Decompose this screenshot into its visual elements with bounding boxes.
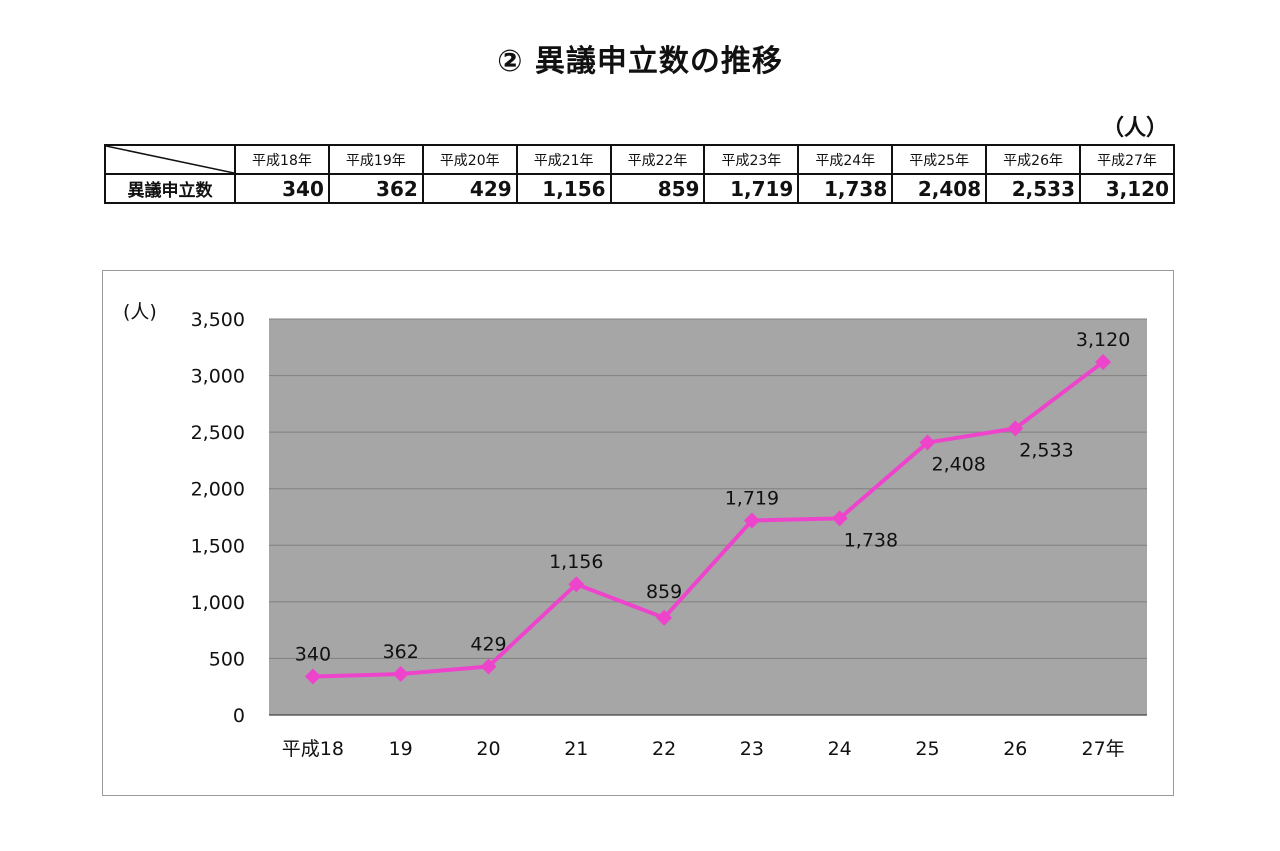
chart-frame: 0 500 1,000 1,500 2,000 2,500 3,000 3,500 (人) 平成1… xyxy=(102,270,1174,796)
data-label: 3,120 xyxy=(1076,329,1130,351)
table-cell: 1,156 xyxy=(515,173,612,204)
data-label: 859 xyxy=(646,581,682,603)
y-tick-label: 500 xyxy=(209,648,245,670)
table-cell: 429 xyxy=(421,173,518,204)
table-cell: 2,408 xyxy=(891,173,988,204)
x-tick-label: 22 xyxy=(652,738,676,760)
table-cell: 1,738 xyxy=(797,173,894,204)
table-cell: 859 xyxy=(609,173,706,204)
table-cell: 340 xyxy=(234,173,330,204)
data-point xyxy=(480,658,497,675)
data-point xyxy=(831,510,848,527)
table-row: 異議申立数 340 362 429 1,156 859 1,719 1,738 … xyxy=(104,173,1175,204)
x-tick-label: 24 xyxy=(828,738,852,760)
data-table: 平成18年 平成19年 平成20年 平成21年 平成22年 平成23年 平成24… xyxy=(104,144,1175,204)
data-label: 2,533 xyxy=(1019,439,1073,461)
table-cell: 2,533 xyxy=(985,173,1082,204)
page-title: ② 異議申立数の推移 xyxy=(497,44,783,79)
y-tick-label: 0 xyxy=(233,705,245,727)
y-axis-label: (人) xyxy=(123,301,157,323)
series-line xyxy=(312,360,1105,679)
line-chart: 0 500 1,000 1,500 2,000 2,500 3,000 3,500 (人) 平成1… xyxy=(123,301,1147,760)
data-label: 429 xyxy=(470,633,506,655)
table-header-cell: 平成26年 xyxy=(985,144,1082,175)
y-tick-label: 1,500 xyxy=(191,535,245,557)
data-point xyxy=(743,512,760,529)
x-tick-label: 25 xyxy=(915,738,939,760)
data-point xyxy=(656,609,673,626)
data-label: 340 xyxy=(295,644,331,666)
table-row-label: 異議申立数 xyxy=(104,173,236,204)
data-label: 2,408 xyxy=(932,454,986,476)
x-tick-label: 19 xyxy=(389,738,413,760)
table-header-cell: 平成19年 xyxy=(327,144,424,175)
plot-area xyxy=(269,319,1147,715)
table-header-cell: 平成25年 xyxy=(891,144,988,175)
diagonal-line-icon xyxy=(106,146,234,173)
table-header-cell: 平成27年 xyxy=(1079,144,1175,175)
table-header-cell: 平成24年 xyxy=(797,144,894,175)
table-header-row: 平成18年 平成19年 平成20年 平成21年 平成22年 平成23年 平成24… xyxy=(104,144,1175,175)
y-tick-label: 3,000 xyxy=(191,366,245,388)
y-tick-label: 2,000 xyxy=(191,479,245,501)
table-header-cell: 平成23年 xyxy=(703,144,800,175)
x-tick-label: 20 xyxy=(476,738,500,760)
data-point xyxy=(568,576,585,593)
data-point xyxy=(392,666,409,683)
table-cell: 362 xyxy=(327,173,424,204)
x-tick-label: 27年 xyxy=(1082,738,1125,760)
table-header-cell: 平成21年 xyxy=(515,144,612,175)
x-tick-label: 平成18 xyxy=(282,738,344,760)
table-corner-cell xyxy=(104,144,236,175)
y-tick-label: 2,500 xyxy=(191,422,245,444)
table-header-cell: 平成20年 xyxy=(421,144,518,175)
table-cell: 1,719 xyxy=(703,173,800,204)
data-label: 1,719 xyxy=(725,488,779,510)
data-label: 362 xyxy=(383,641,419,663)
data-point xyxy=(304,668,321,685)
x-tick-label: 26 xyxy=(1003,738,1027,760)
table-unit-label: （人） xyxy=(1101,116,1168,141)
data-point xyxy=(1095,353,1112,370)
data-label: 1,156 xyxy=(549,551,603,573)
table-header-cell: 平成22年 xyxy=(609,144,706,175)
y-tick-label: 1,000 xyxy=(191,592,245,614)
table-header-cell: 平成18年 xyxy=(234,144,330,175)
data-label: 1,738 xyxy=(844,529,898,551)
table-cell: 3,120 xyxy=(1079,173,1175,204)
data-point xyxy=(919,434,936,451)
x-tick-label: 21 xyxy=(564,738,588,760)
x-tick-label: 23 xyxy=(740,738,764,760)
data-point xyxy=(1007,420,1024,437)
y-tick-label: 3,500 xyxy=(191,309,245,331)
